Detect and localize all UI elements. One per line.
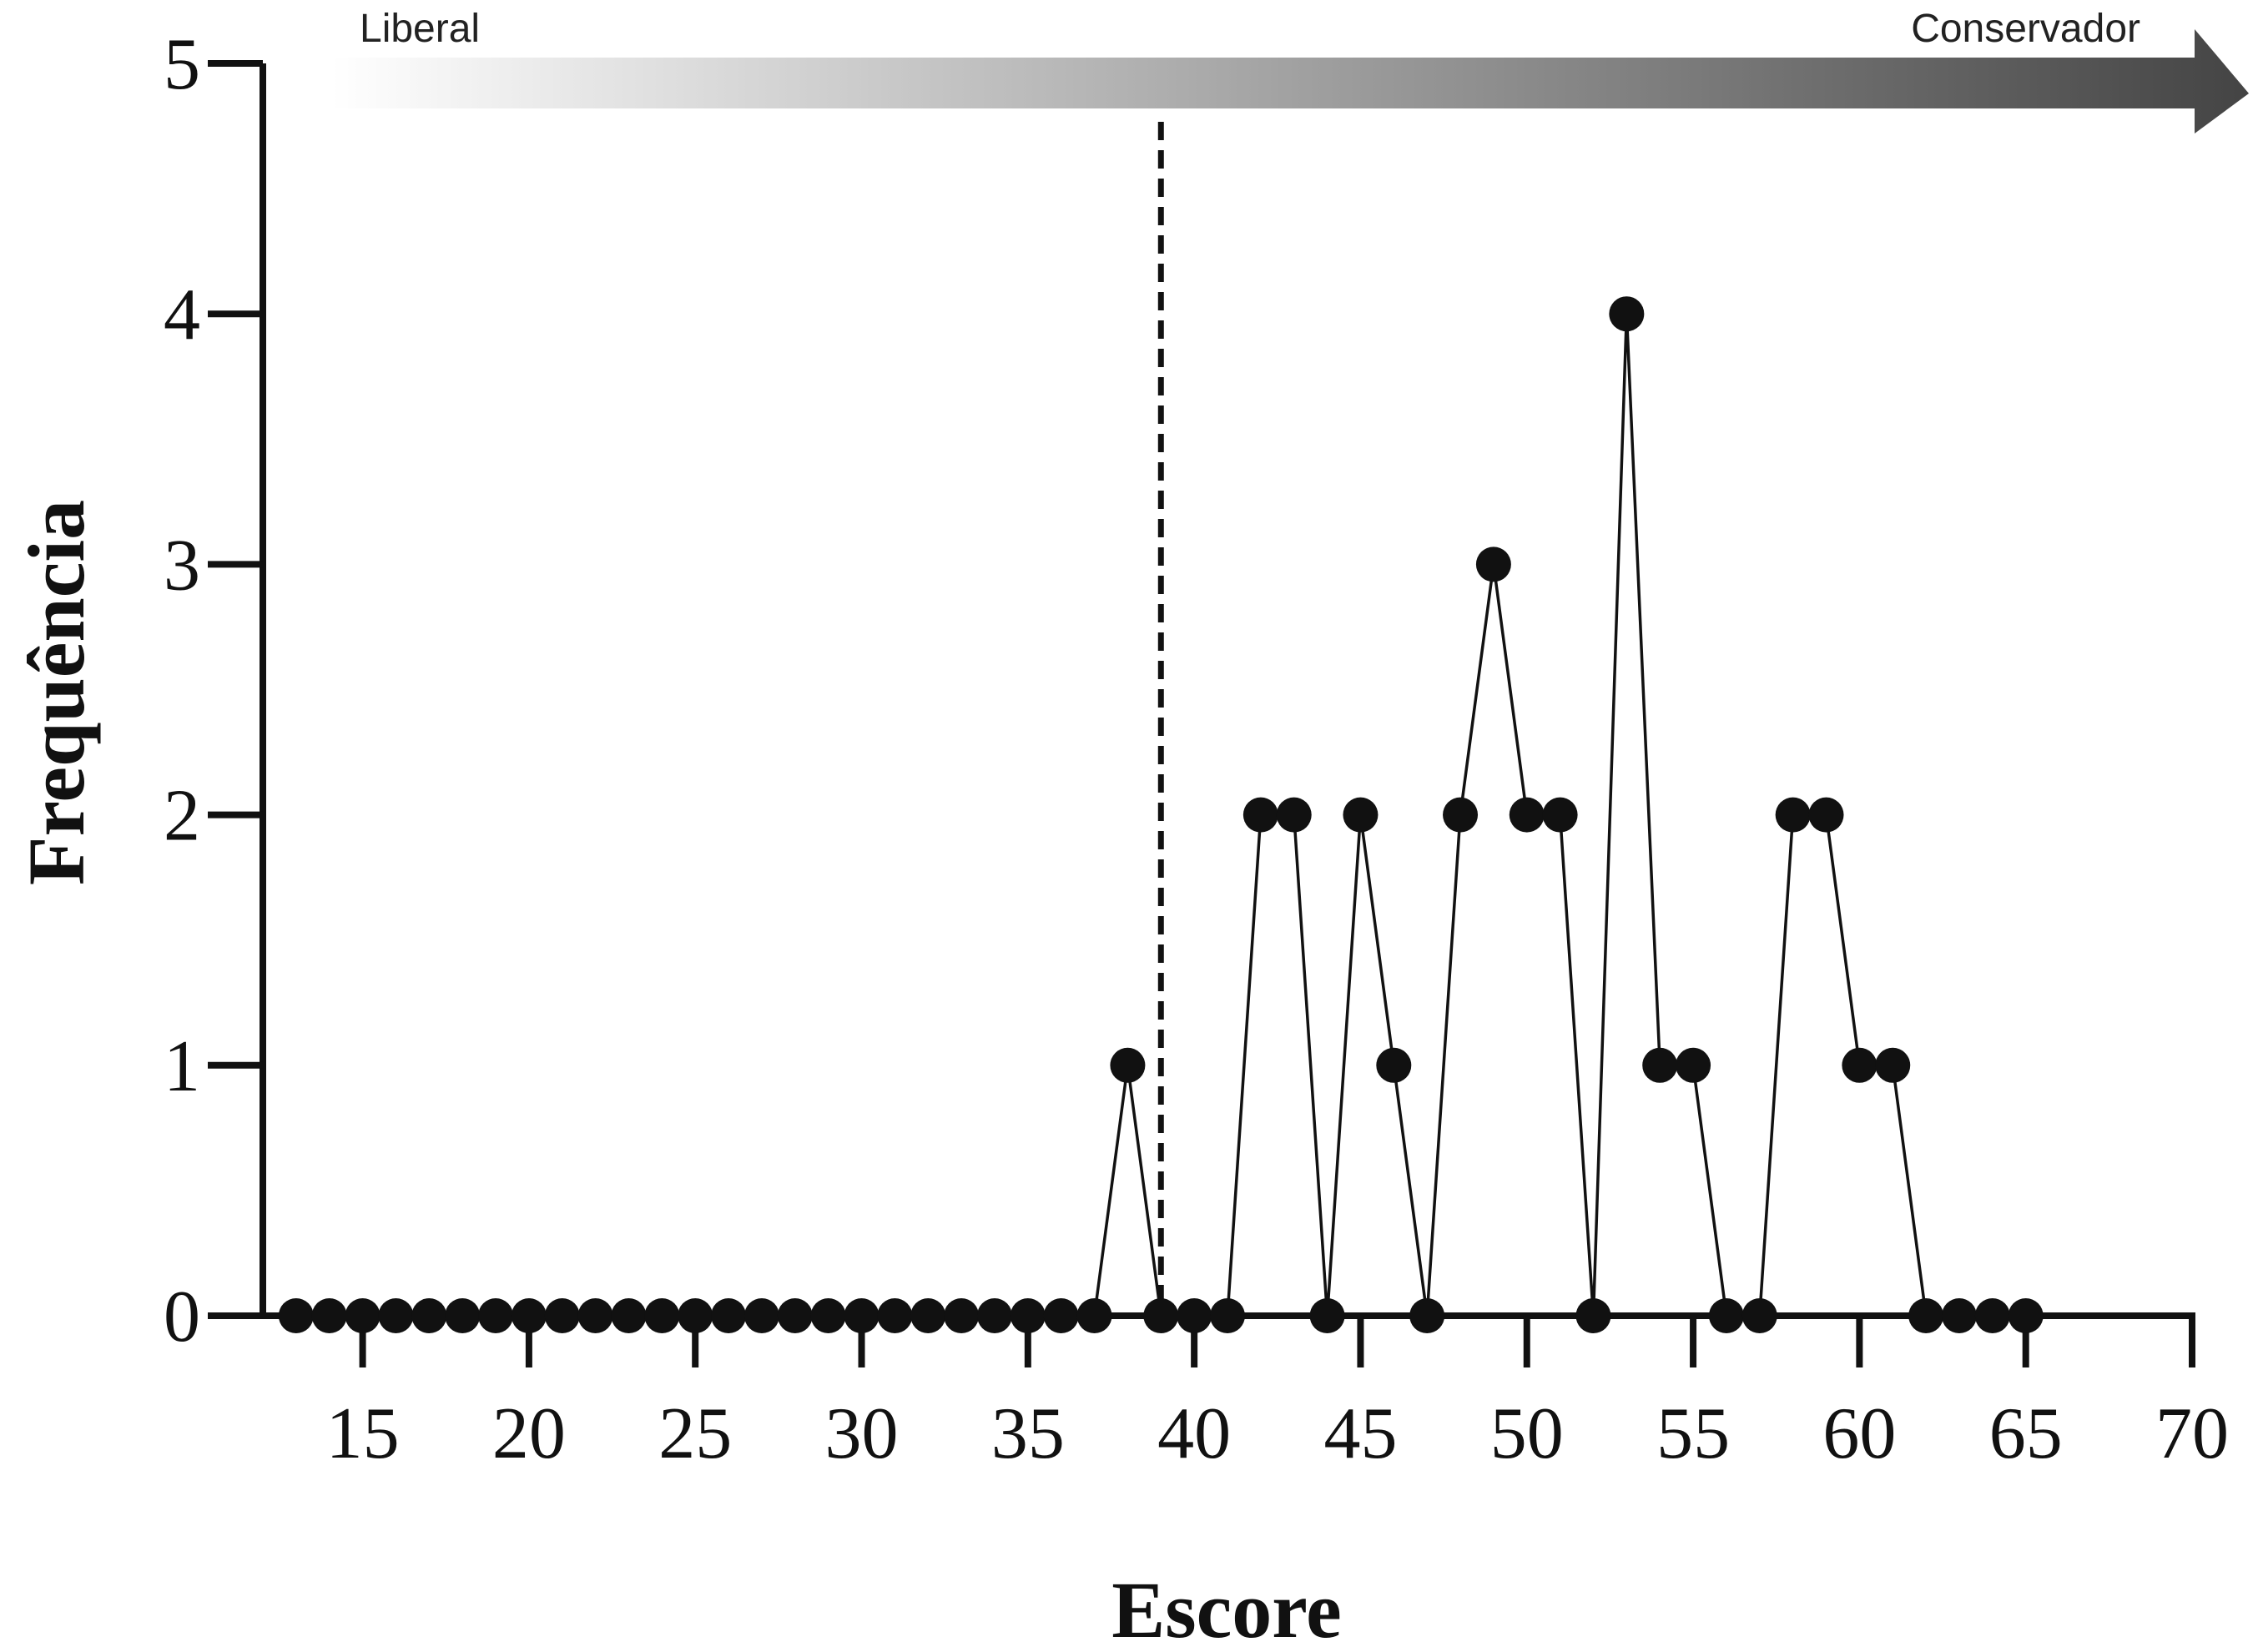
data-point — [278, 1298, 314, 1333]
data-point — [1676, 1047, 1711, 1083]
data-point — [1010, 1298, 1046, 1333]
x-tick-label: 55 — [1656, 1393, 1730, 1474]
data-point — [1775, 797, 1811, 833]
data-point — [678, 1298, 713, 1333]
data-point — [445, 1298, 481, 1333]
data-point — [844, 1298, 880, 1333]
data-point — [1309, 1298, 1345, 1333]
data-point — [1409, 1298, 1445, 1333]
x-tick-label: 40 — [1157, 1393, 1231, 1474]
data-point — [611, 1298, 647, 1333]
data-point — [810, 1298, 846, 1333]
data-point — [1276, 797, 1312, 833]
data-point — [1542, 797, 1578, 833]
direction-arrow — [331, 29, 2249, 133]
data-point — [478, 1298, 514, 1333]
x-tick-label: 60 — [1822, 1393, 1896, 1474]
data-point — [1642, 1047, 1678, 1083]
data-point — [1043, 1298, 1079, 1333]
data-point — [1242, 797, 1278, 833]
y-tick-label: 3 — [164, 525, 200, 606]
x-tick-label: 30 — [825, 1393, 899, 1474]
data-point — [1575, 1298, 1611, 1333]
arrow-label-right: Conservador — [1911, 7, 2140, 51]
data-point — [1143, 1298, 1179, 1333]
data-point — [311, 1298, 347, 1333]
data-point — [944, 1298, 980, 1333]
x-tick-label: 20 — [492, 1393, 566, 1474]
data-point — [1741, 1298, 1777, 1333]
x-tick-label: 65 — [1989, 1393, 2063, 1474]
x-tick-label: 45 — [1323, 1393, 1397, 1474]
data-point — [1808, 797, 1844, 833]
data-point — [910, 1298, 946, 1333]
data-point — [711, 1298, 747, 1333]
data-point — [743, 1298, 779, 1333]
data-point — [1509, 797, 1545, 833]
data-point — [1443, 797, 1479, 833]
x-tick-label: 70 — [2155, 1393, 2229, 1474]
data-point — [1842, 1047, 1878, 1083]
data-point — [1908, 1298, 1944, 1333]
data-point — [1875, 1047, 1911, 1083]
data-point — [411, 1298, 447, 1333]
arrow-label-left: Liberal — [360, 7, 480, 51]
data-point — [1475, 546, 1511, 582]
data-point — [777, 1298, 813, 1333]
x-tick-label: 50 — [1490, 1393, 1564, 1474]
data-point — [877, 1298, 913, 1333]
data-point — [378, 1298, 414, 1333]
y-tick-label: 4 — [164, 274, 200, 355]
x-tick-label: 25 — [658, 1393, 732, 1474]
y-tick-label: 0 — [164, 1277, 200, 1357]
data-point — [1076, 1298, 1112, 1333]
y-axis-title: Frequência — [12, 500, 101, 885]
data-point — [976, 1298, 1012, 1333]
data-point — [1177, 1298, 1212, 1333]
x-tick-label: 35 — [991, 1393, 1065, 1474]
data-point — [544, 1298, 580, 1333]
data-point — [1343, 797, 1379, 833]
data-point — [511, 1298, 547, 1333]
y-tick-label: 1 — [164, 1026, 200, 1107]
data-point — [1609, 296, 1645, 332]
data-point — [1210, 1298, 1245, 1333]
data-point — [1708, 1298, 1744, 1333]
data-point — [577, 1298, 613, 1333]
data-point — [1376, 1047, 1412, 1083]
data-point — [345, 1298, 381, 1333]
x-tick-label: 15 — [326, 1393, 400, 1474]
data-point — [1974, 1298, 2010, 1333]
x-axis-title: Escore — [1111, 1565, 1341, 1652]
y-tick-label: 5 — [164, 24, 200, 105]
data-point — [1110, 1047, 1146, 1083]
y-tick-label: 2 — [164, 776, 200, 857]
data-point — [1941, 1298, 1977, 1333]
data-point — [2008, 1298, 2044, 1333]
data-point — [644, 1298, 680, 1333]
